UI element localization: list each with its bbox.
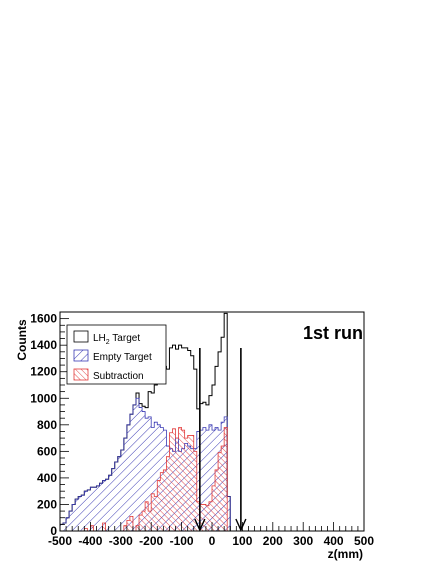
- legend-swatch-empty: [73, 349, 89, 362]
- series-subtraction-outline: [60, 427, 364, 531]
- legend-label-subtraction: Subtraction: [93, 371, 144, 382]
- chart-title: 1st run: [303, 323, 363, 343]
- x-axis: -500 -400 -300 -200 -100 0 100 200 300 400 500: [48, 522, 374, 548]
- x-tick-label: 200: [263, 534, 283, 548]
- legend-swatch-lh2: [73, 330, 89, 343]
- x-tick-label: -300: [109, 534, 133, 548]
- y-tick-label: 200: [37, 497, 57, 511]
- y-tick-label: 400: [37, 471, 57, 485]
- cut-arrow-head-1: [235, 518, 247, 532]
- x-axis-label: z(mm): [328, 547, 363, 561]
- y-tick-label: 1400: [30, 338, 57, 352]
- x-tick-label: -400: [78, 534, 102, 548]
- legend-label-lh2: LH2 Target: [93, 333, 140, 346]
- y-tick-label: 800: [37, 418, 57, 432]
- x-tick-label: -500: [48, 534, 72, 548]
- series-empty-target-fill: [60, 398, 364, 531]
- legend-label-empty: Empty Target: [93, 352, 152, 363]
- legend-swatch-subtraction: [73, 368, 89, 381]
- x-tick-label: 0: [209, 534, 216, 548]
- y-tick-label: 0: [50, 524, 57, 538]
- x-tick-label: 400: [324, 534, 344, 548]
- y-tick-label: 1000: [30, 391, 57, 405]
- y-tick-label: 1200: [30, 365, 57, 379]
- legend: LH2 Target Empty Target Subtraction: [66, 324, 167, 385]
- x-tick-label: 300: [293, 534, 313, 548]
- series-layer: [60, 312, 364, 531]
- x-tick-label: 500: [354, 534, 374, 548]
- series-subtraction-fill: [60, 427, 364, 531]
- x-tick-label: -200: [139, 534, 163, 548]
- y-tick-label: 1600: [30, 312, 57, 326]
- x-tick-label: 100: [232, 534, 252, 548]
- y-tick-label: 600: [37, 444, 57, 458]
- y-axis-label: Counts: [15, 319, 29, 361]
- series-subtraction: [60, 427, 364, 531]
- cut-arrows: [194, 348, 247, 532]
- x-tick-label: -100: [170, 534, 194, 548]
- y-axis: 0 200 400 600 800 1000 1200 1400 1600: [30, 311, 69, 538]
